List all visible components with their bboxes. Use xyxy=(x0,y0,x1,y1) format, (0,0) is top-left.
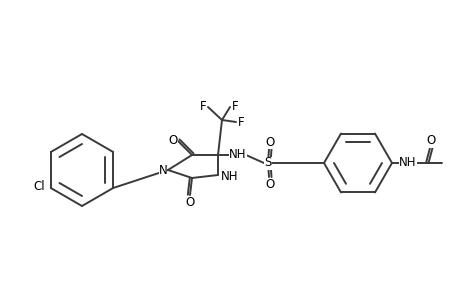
Text: S: S xyxy=(264,157,271,169)
Text: F: F xyxy=(231,100,238,112)
Text: NH: NH xyxy=(229,148,246,161)
Text: O: O xyxy=(425,134,435,148)
Text: F: F xyxy=(199,100,206,112)
Text: O: O xyxy=(185,196,194,208)
Text: Cl: Cl xyxy=(33,181,45,194)
Text: F: F xyxy=(237,116,244,128)
Text: O: O xyxy=(168,134,177,146)
Text: O: O xyxy=(265,178,274,190)
Text: NH: NH xyxy=(221,169,238,182)
Text: N: N xyxy=(158,164,167,176)
Text: O: O xyxy=(265,136,274,148)
Text: NH: NH xyxy=(398,157,416,169)
